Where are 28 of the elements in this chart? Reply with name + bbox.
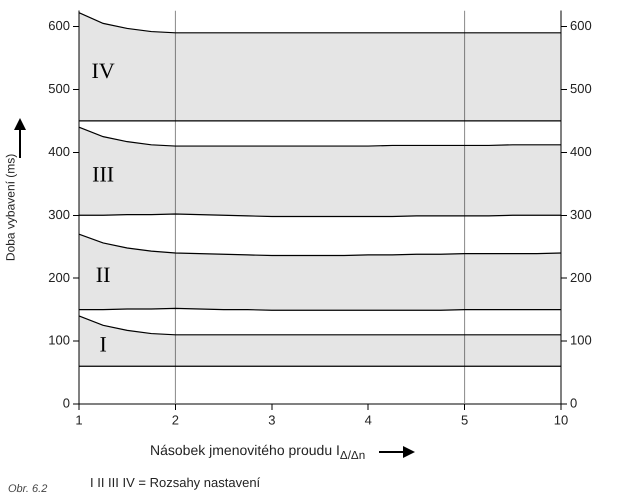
annotation: III bbox=[92, 162, 114, 187]
y2-tick-label: 100 bbox=[570, 332, 592, 348]
annotation: I bbox=[99, 332, 107, 357]
y2-tick-label: 400 bbox=[570, 144, 592, 159]
y2-tick-label: 600 bbox=[570, 18, 592, 34]
x-tick-label: 2 bbox=[172, 412, 180, 428]
x-tick-label: 3 bbox=[268, 412, 276, 428]
x-tick-label: 10 bbox=[554, 412, 568, 428]
annotation: II bbox=[96, 262, 110, 288]
y-tick-label: 600 bbox=[48, 18, 70, 34]
y2-tick-label: 500 bbox=[570, 81, 592, 96]
y-tick-label: 500 bbox=[48, 81, 70, 96]
text: Obr. 6.2 bbox=[8, 483, 48, 495]
y-axis-title: Doba vybavení (ms) bbox=[4, 154, 18, 262]
x-tick-label: 5 bbox=[460, 412, 468, 428]
y2-tick-label: 200 bbox=[570, 270, 592, 285]
y2-tick-label: 300 bbox=[570, 206, 592, 222]
x-axis-title: Násobek jmenovitého proudu I$_{Δ/Δn}$ bbox=[150, 442, 366, 462]
y-tick-label: 400 bbox=[48, 144, 70, 159]
text: I II III IV = Rozsahy nastavení bbox=[90, 475, 260, 490]
y-tick-label: 200 bbox=[48, 270, 70, 285]
y2-tick-label: 0 bbox=[570, 396, 578, 411]
annotation: IV bbox=[91, 58, 115, 83]
y-tick-label: 300 bbox=[48, 206, 70, 222]
y-tick-label: 100 bbox=[48, 332, 70, 348]
x-tick-label: 4 bbox=[364, 412, 372, 428]
y-tick-label: 0 bbox=[62, 396, 70, 411]
x-tick-label: 1 bbox=[75, 412, 83, 428]
